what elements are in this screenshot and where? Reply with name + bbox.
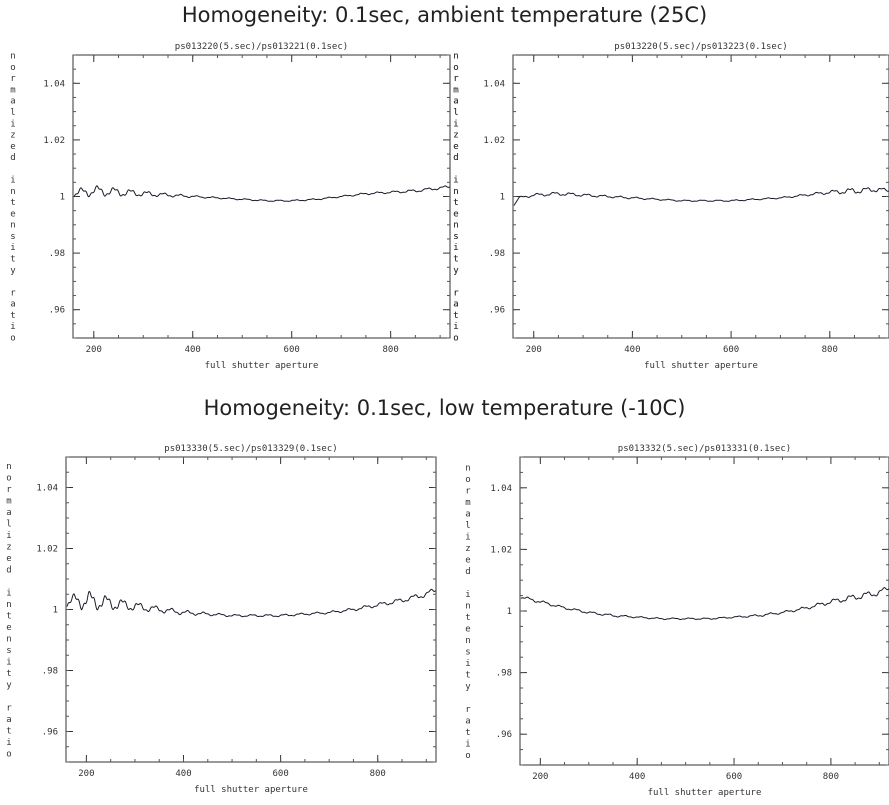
x-tick-label: 400 <box>624 345 640 355</box>
x-tick-label: 800 <box>370 769 386 779</box>
y-tick-label: 1.02 <box>490 545 512 555</box>
x-tick-label: 200 <box>78 769 94 779</box>
y-tick-label: 1.04 <box>36 484 58 494</box>
x-axis-label: full shutter aperture <box>205 361 319 371</box>
y-tick-label: 1.02 <box>36 545 58 555</box>
plot-frame <box>65 456 437 763</box>
x-tick-label: 200 <box>86 345 102 355</box>
x-tick-label: 600 <box>272 769 288 779</box>
x-tick-label: 200 <box>532 772 548 782</box>
x-tick-label: 600 <box>726 772 742 782</box>
y-tick-label: .98 <box>496 669 512 679</box>
plot-frame <box>519 456 889 766</box>
y-tick-label: .98 <box>489 249 505 259</box>
series-line <box>73 185 450 202</box>
chart-title: ps013330(5.sec)/ps013329(0.1sec) <box>164 444 337 454</box>
y-tick-label: 1 <box>53 606 58 616</box>
section-title-ambient: Homogeneity: 0.1sec, ambient temperature… <box>181 3 708 27</box>
y-tick-label: 1.02 <box>483 136 505 146</box>
chart-panel-1: ps013220(5.sec)/ps013221(0.1sec) .96 .98 1 1… <box>10 42 459 371</box>
y-tick-label: .98 <box>42 667 58 677</box>
chart-panel-3: ps013330(5.sec)/ps013329(0.1sec) .96 .98 1 1… <box>6 444 437 795</box>
y-tick-label: 1 <box>60 193 65 203</box>
y-tick-label: .96 <box>42 728 58 738</box>
x-tick-label: 200 <box>526 345 542 355</box>
y-tick-label: .96 <box>49 306 65 316</box>
x-tick-label: 400 <box>629 772 645 782</box>
plot-frame <box>512 54 889 339</box>
chart-title: ps013332(5.sec)/ps013331(0.1sec) <box>618 444 791 454</box>
x-tick-label: 400 <box>185 345 201 355</box>
x-axis-label: full shutter aperture <box>648 788 762 798</box>
plot-frame <box>72 54 451 339</box>
section-title-low: Homogeneity: 0.1sec, low temperature (-1… <box>203 396 686 420</box>
y-tick-label: 1.04 <box>490 484 512 494</box>
x-tick-label: 400 <box>175 769 191 779</box>
x-axis-label: full shutter aperture <box>194 785 308 795</box>
y-tick-label: 1.04 <box>43 79 65 89</box>
chart-title: ps013220(5.sec)/ps013221(0.1sec) <box>175 42 348 52</box>
chart-panel-4: ps013332(5.sec)/ps013331(0.1sec) .96 .98 1 1… <box>465 444 889 798</box>
x-tick-label: 600 <box>723 345 739 355</box>
y-tick-label: .98 <box>49 249 65 259</box>
y-tick-label: 1 <box>500 193 505 203</box>
x-tick-label: 600 <box>284 345 300 355</box>
x-tick-label: 800 <box>822 345 838 355</box>
series-line <box>520 587 889 620</box>
chart-title: ps013220(5.sec)/ps013223(0.1sec) <box>614 42 787 52</box>
y-tick-label: 1.04 <box>483 79 505 89</box>
x-tick-label: 800 <box>382 345 398 355</box>
y-tick-label: 1 <box>507 607 512 617</box>
y-tick-label: .96 <box>496 730 512 740</box>
x-axis-label: full shutter aperture <box>644 361 758 371</box>
y-tick-label: .96 <box>489 306 505 316</box>
x-tick-label: 800 <box>823 772 839 782</box>
series-line <box>66 588 437 618</box>
y-tick-label: 1.02 <box>43 136 65 146</box>
chart-panel-2: ps013220(5.sec)/ps013223(0.1sec) .96 .98 1 1… <box>453 42 889 371</box>
series-line <box>513 187 889 206</box>
